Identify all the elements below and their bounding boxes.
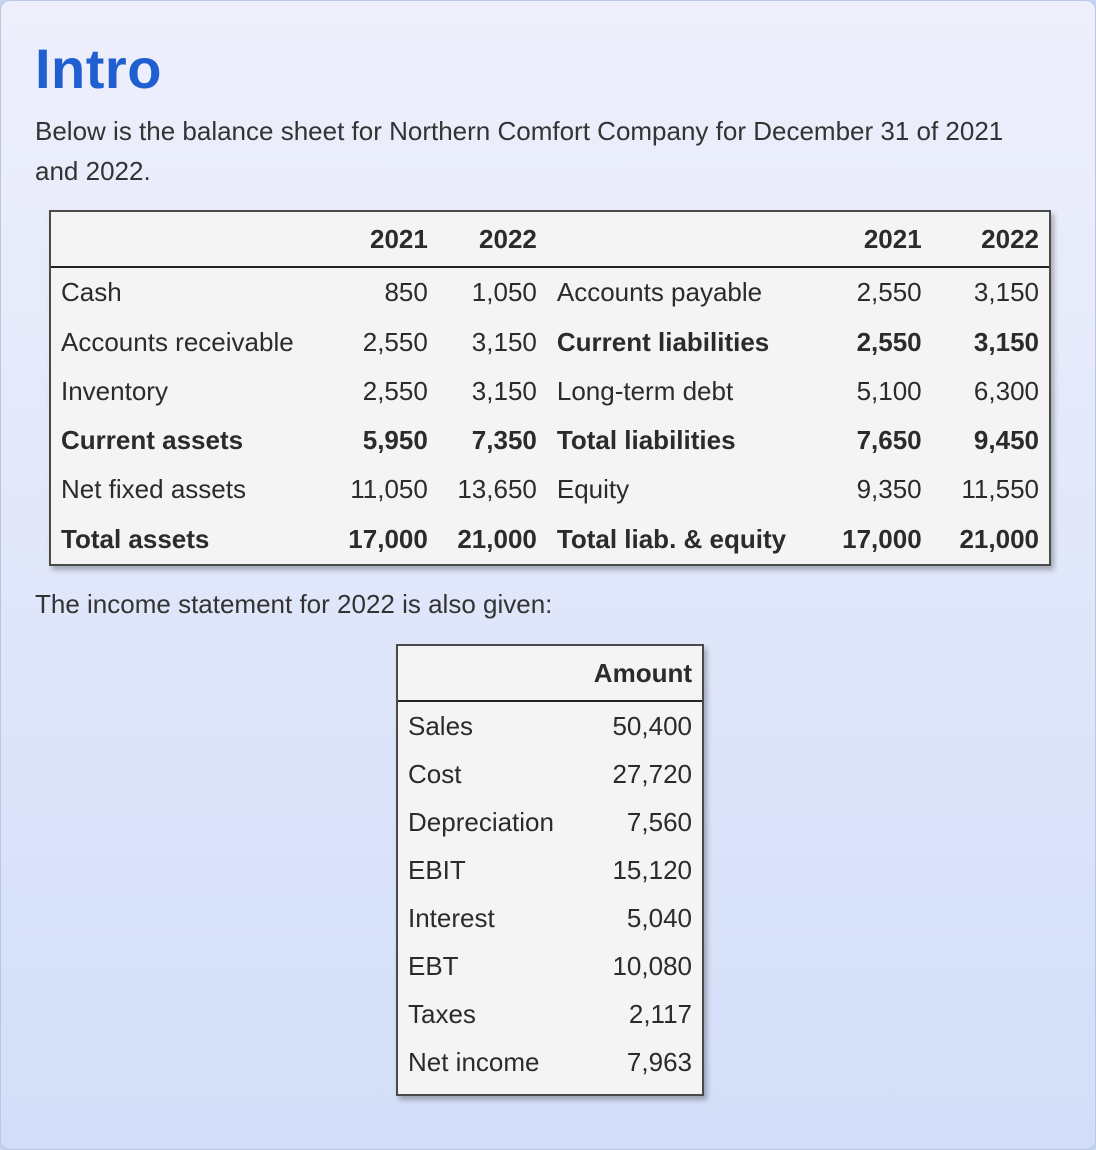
bs-header-cell: 2021: [328, 212, 438, 268]
table-cell: 7,560: [626, 806, 692, 837]
table-cell: Cash: [61, 277, 122, 308]
table-row: Cash 850 1,050 Accounts payable 2,550 3,150: [51, 267, 1049, 317]
table-cell: 21,000: [959, 523, 1039, 554]
table-cell: Total liab. & equity: [556, 523, 787, 554]
table-row: Cost 27,720: [398, 750, 702, 798]
table-cell: 2,550: [362, 326, 428, 357]
table-cell: 10,080: [612, 950, 692, 981]
table-cell: 5,040: [626, 902, 692, 933]
table-row: Total assets 17,000 21,000 Total liab. & eq…: [51, 515, 1049, 564]
income-paragraph: The income statement for 2022 is also gi…: [35, 589, 553, 619]
table-cell: 7,650: [856, 425, 922, 456]
table-cell: Taxes: [408, 998, 476, 1029]
table-cell: Equity: [556, 474, 630, 505]
table-cell: 3,150: [973, 326, 1039, 357]
table-row: Accounts receivable 2,550 3,150 Current lia…: [51, 317, 1049, 366]
table-cell: 11,550: [961, 474, 1039, 505]
table-cell: 21,000: [457, 523, 537, 554]
table-cell: Long-term debt: [556, 375, 734, 406]
table-cell: Cost: [408, 758, 462, 789]
table-cell: 7,350: [471, 425, 537, 456]
table-row: Current assets 5,950 7,350 Total liabilitie…: [51, 416, 1049, 465]
table-cell: EBIT: [408, 854, 466, 885]
table-cell: 3,150: [973, 277, 1039, 308]
table-cell: 5,950: [362, 425, 428, 456]
table-cell: 2,550: [856, 326, 922, 357]
bs-header-cell: 2022: [437, 212, 547, 268]
income-statement-header-row: Amount: [398, 646, 702, 702]
table-cell: Inventory: [61, 375, 168, 406]
is-header-cell: Amount: [580, 646, 702, 702]
table-row: Depreciation 7,560: [398, 798, 702, 846]
table-cell: 11,050: [350, 474, 428, 505]
table-cell: Accounts receivable: [61, 326, 294, 357]
table-cell: Interest: [408, 902, 495, 933]
table-cell: 15,120: [612, 854, 692, 885]
balance-sheet-table: 2021 2022 2021 2022 Cash 850 1,050 Accounts…: [49, 210, 1051, 566]
table-cell: 7,963: [626, 1046, 692, 1077]
table-cell: 3,150: [471, 375, 537, 406]
table-cell: 3,150: [471, 326, 537, 357]
bs-header-cell: [546, 212, 817, 268]
income-statement-table: Amount Sales 50,400 Cost 27,720 Depreciation…: [396, 644, 704, 1096]
bs-header-cell: [51, 212, 329, 268]
table-row: Taxes 2,117: [398, 990, 702, 1038]
table-row: Net income 7,963: [398, 1038, 702, 1086]
table-cell: Net fixed assets: [61, 474, 246, 505]
table-cell: 850: [384, 277, 428, 308]
bs-header-cell: 2021: [816, 212, 932, 268]
table-cell: Depreciation: [408, 806, 554, 837]
table-cell: 17,000: [842, 523, 922, 554]
table-cell: 27,720: [612, 758, 692, 789]
bs-header-cell: 2022: [931, 212, 1049, 268]
table-cell: Net income: [408, 1046, 540, 1077]
table-row: Net fixed assets 11,050 13,650 Equity 9,350 1…: [51, 465, 1049, 514]
table-cell: Current liabilities: [556, 326, 770, 357]
table-cell: 17,000: [348, 523, 428, 554]
table-cell: 5,100: [856, 375, 922, 406]
table-cell: 2,117: [628, 998, 692, 1029]
table-cell: 13,650: [457, 474, 537, 505]
table-row: EBIT 15,120: [398, 846, 702, 894]
table-cell: Current assets: [61, 425, 244, 456]
table-cell: EBT: [408, 950, 459, 981]
table-row: Sales 50,400: [398, 701, 702, 750]
table-cell: 9,350: [856, 474, 922, 505]
table-cell: Total liabilities: [556, 425, 736, 456]
table-cell: 2,550: [856, 277, 922, 308]
table-cell: 2,550: [362, 375, 428, 406]
table-cell: 1,050: [471, 277, 537, 308]
table-cell: 6,300: [973, 375, 1039, 406]
table-cell: Total assets: [61, 523, 210, 554]
table-cell: Sales: [408, 710, 474, 741]
table-row: Interest 5,040: [398, 894, 702, 942]
table-cell: 9,450: [973, 425, 1039, 456]
table-row: EBT 10,080: [398, 942, 702, 990]
intro-paragraph: Below is the balance sheet for Northern …: [35, 116, 1004, 186]
table-cell: 50,400: [612, 710, 692, 741]
is-header-cell: [398, 646, 581, 702]
table-row: Inventory 2,550 3,150 Long-term debt 5,100 6,…: [51, 367, 1049, 416]
table-cell: Accounts payable: [556, 277, 763, 308]
page-title: Intro: [35, 37, 162, 100]
balance-sheet-header-row: 2021 2022 2021 2022: [51, 212, 1049, 268]
